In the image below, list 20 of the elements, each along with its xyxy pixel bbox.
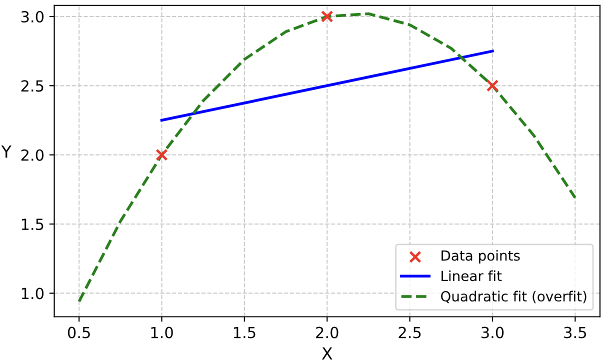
legend-label: Quadratic fit (overfit) xyxy=(441,290,586,304)
x-tick-label: 1.0 xyxy=(151,326,173,338)
point xyxy=(320,10,334,23)
y-axis-title: Y xyxy=(1,145,12,158)
x-tick-label: 0.5 xyxy=(68,326,90,338)
y-tick-label: 2.0 xyxy=(21,149,44,161)
x-axis-title: X xyxy=(322,347,332,360)
x-tick-label: 3.0 xyxy=(482,326,504,338)
y-tick-label: 3.0 xyxy=(21,10,44,23)
y-tick-label: 1.5 xyxy=(22,218,44,230)
y-tick-label: 2.5 xyxy=(21,80,44,92)
point xyxy=(156,148,168,162)
legend-label: Linear fit xyxy=(442,270,502,282)
x-tick-label: 1.5 xyxy=(234,326,256,338)
x-tick-label: 2.5 xyxy=(398,326,421,338)
legend-label: Data points xyxy=(442,250,520,264)
x-tick-label: 3.5 xyxy=(564,326,586,338)
y-tick-label: 1.0 xyxy=(22,288,44,300)
x-tick-label: 2.0 xyxy=(316,326,338,338)
point xyxy=(486,80,499,92)
